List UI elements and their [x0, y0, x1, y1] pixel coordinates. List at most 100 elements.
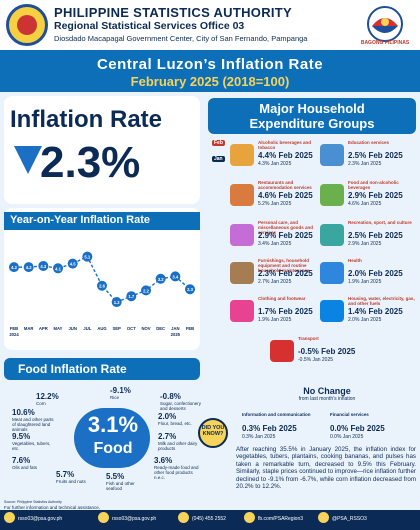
footer-twitter[interactable]: @PSA_RSSO3 — [332, 516, 367, 522]
group-icon — [320, 224, 344, 246]
inflation-rate-label: Inflation Rate — [10, 106, 163, 133]
food-item-name: Milk and other dairy products — [158, 441, 198, 451]
yoy-title-band — [4, 212, 200, 230]
group-icon — [320, 300, 344, 322]
no-change-value-feb: 0.0% Feb 2025 — [330, 424, 385, 433]
feb-tag: Feb — [212, 140, 225, 146]
food-item-value: 2.0% — [158, 412, 177, 421]
group-icon — [320, 184, 344, 206]
footer-email[interactable]: rsso03@psa.gov.ph — [18, 516, 63, 522]
group-icon — [230, 224, 254, 246]
no-change-title: No Change — [303, 386, 351, 396]
no-change-name: Information and communication — [242, 412, 311, 417]
bagong-pilipinas-text: BAGONG PILIPINAS — [360, 40, 410, 46]
group-icon — [230, 262, 254, 284]
yoy-point — [82, 251, 93, 262]
footer-phone[interactable]: (045) 455 2552 — [192, 516, 226, 522]
org-name: PHILIPPINE STATISTICS AUTHORITY — [54, 5, 293, 20]
no-change-name: Financial services — [330, 412, 369, 417]
yoy-chart: 4.2FEB20244.2MAR4.3APR4.1MAY4.5JUN5.1JUL… — [9, 251, 195, 337]
group-value-feb: 2.5% Feb 2025 — [348, 151, 403, 160]
food-item-name: Fruits and nuts — [56, 479, 86, 484]
food-item-name: Vegetables, tubers, etc. — [12, 441, 51, 451]
group-icon — [320, 144, 344, 166]
food-item-value: 2.7% — [158, 432, 177, 441]
food-item: 12.2% Corn — [36, 392, 82, 406]
no-change-value-jan: 0.0% Jan 2025 — [330, 434, 364, 440]
group-value-jan: -0.5% Jan 2025 — [298, 357, 334, 363]
footer-email-2[interactable]: rsso03@psa.gov.ph — [112, 516, 157, 522]
food-item-name: Fish and other seafood — [106, 481, 135, 491]
food-item-value: 10.6% — [12, 408, 35, 417]
group-value-feb: -0.5% Feb 2025 — [298, 347, 356, 356]
group-value-feb: 2.5% Feb 2025 — [348, 231, 403, 240]
food-item: 9.5% Vegetables, tubers, etc. — [12, 432, 58, 451]
group-value-feb: 4.6% Feb 2025 — [258, 191, 313, 200]
group-icon — [230, 144, 254, 166]
food-item-name: Oils and fats — [12, 465, 38, 470]
food-item-value: -0.8% — [160, 392, 181, 401]
food-item: 5.5% Fish and other seafood — [106, 472, 152, 491]
yoy-tick-label: APR — [39, 326, 48, 331]
group-value-jan: 4.3% Jan 2025 — [258, 161, 292, 167]
yoy-point — [67, 258, 78, 269]
group-icon — [230, 184, 254, 206]
title-band — [0, 50, 420, 92]
web-icon — [4, 512, 15, 523]
yoy-data-label: 5.1 — [84, 255, 90, 260]
food-title-band — [4, 358, 200, 380]
group-name: Restaurants and accommodation services — [258, 180, 312, 190]
food-item: 2.0% Flour, bread, etc. — [158, 412, 204, 426]
yoy-point — [185, 284, 195, 295]
group-icon — [270, 340, 294, 362]
no-change-value-feb: 0.3% Feb 2025 — [242, 424, 297, 433]
major-group-item: Alcoholic beverages and tobacco 4.4% Feb … — [230, 140, 328, 170]
office-name: Regional Statistical Services Office 03 — [54, 20, 245, 32]
group-icon — [230, 300, 254, 322]
yoy-point — [97, 280, 107, 291]
jan-tag: Jan — [212, 156, 225, 162]
yoy-tick-label: AUG — [97, 326, 106, 331]
major-group-item: Food and non-alcoholic beverages 2.9% Feb… — [320, 180, 418, 210]
major-group-item: Housing, water, electricity, gas, and ot… — [320, 296, 418, 326]
yoy-point — [23, 262, 34, 273]
group-value-jan: 5.2% Jan 2025 — [258, 201, 292, 207]
food-item: 5.7% Fruits and nuts — [56, 470, 102, 484]
group-name: Personal care, and miscellaneous goods a… — [258, 220, 314, 235]
facebook-icon — [244, 512, 255, 523]
group-value-feb: 2.9% Feb 2025 — [258, 231, 313, 240]
yoy-data-label: 3.2 — [158, 277, 164, 282]
bagong-pilipinas-logo-icon — [367, 6, 403, 42]
food-item-value: 9.5% — [12, 432, 31, 441]
food-item-value: 5.5% — [106, 472, 125, 481]
yoy-point — [141, 285, 151, 296]
did-you-know-text: DID YOU KNOW? — [201, 425, 225, 437]
food-item: -9.1% Rice — [110, 386, 156, 400]
footer-further: For further information and technical as… — [4, 505, 101, 510]
major-group-item: Clothing and footwear 1.7% Feb 2025 1.9% J… — [230, 296, 328, 326]
major-group-item: Restaurants and accommodation services 4.… — [230, 180, 328, 210]
yoy-point — [170, 271, 181, 282]
yoy-data-label: 4.3 — [40, 264, 46, 269]
group-value-jan: 2.7% Jan 2025 — [258, 279, 292, 285]
group-name: Housing, water, electricity, gas, and ot… — [348, 296, 415, 306]
yoy-tick-label: JAN — [171, 326, 179, 331]
page-title: Central Luzon’s Inflation Rate — [96, 56, 324, 73]
header — [0, 0, 420, 50]
major-group-item: Personal care, and miscellaneous goods a… — [230, 220, 328, 250]
group-value-feb: 1.7% Feb 2025 — [258, 307, 313, 316]
yoy-tick-label: SEP — [112, 326, 121, 331]
major-group-item: Furnishings, household equipment and rou… — [230, 258, 328, 288]
major-group-item: Health 2.0% Feb 2025 1.9% Jan 2025 — [320, 258, 418, 288]
food-circle — [74, 408, 150, 468]
food-item: -0.8% Sugar, confectionery and desserts — [160, 392, 206, 411]
footer-facebook[interactable]: fb.com/PSARegion3 — [258, 516, 304, 522]
yoy-point — [111, 297, 122, 308]
food-item-name: Corn — [36, 401, 46, 406]
yoy-tick-label: 2025 — [171, 332, 181, 337]
yoy-tick-label: DEC — [156, 326, 165, 331]
group-name: Furnishings, household equipment and rou… — [258, 258, 310, 273]
food-item: 3.6% Ready-made food and other food produ… — [154, 456, 200, 480]
group-value-feb: 4.4% Feb 2025 — [258, 151, 313, 160]
food-item: 10.6% Meat and other parts of slaughtered… — [12, 408, 58, 432]
